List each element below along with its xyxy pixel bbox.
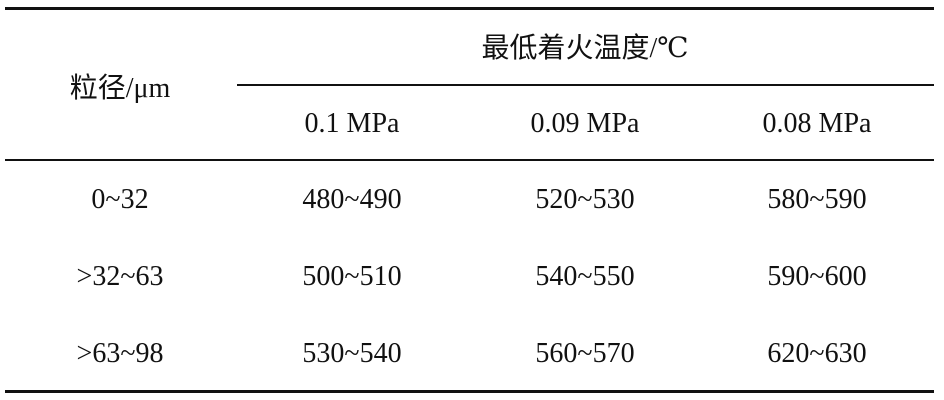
cell: 560~570 — [535, 338, 635, 369]
header-rule — [5, 159, 934, 161]
row-label-header: 粒径/μm — [69, 73, 171, 104]
cell: 520~530 — [535, 184, 635, 215]
cell: 590~600 — [767, 261, 867, 292]
cell: 480~490 — [302, 184, 402, 215]
cell: 500~510 — [302, 261, 402, 292]
column-header: 0.09 MPa — [530, 108, 640, 139]
row-label: >32~63 — [76, 261, 164, 292]
bottom-rule — [5, 390, 934, 393]
row-label: 0~32 — [91, 184, 149, 215]
cell: 540~550 — [535, 261, 635, 292]
group-rule — [237, 84, 934, 86]
cell: 530~540 — [302, 338, 402, 369]
cell: 580~590 — [767, 184, 867, 215]
row-label: >63~98 — [76, 338, 164, 369]
group-header: 最低着火温度/℃ — [481, 33, 689, 64]
cell: 620~630 — [767, 338, 867, 369]
column-header: 0.08 MPa — [762, 108, 872, 139]
top-rule — [5, 7, 934, 10]
column-header: 0.1 MPa — [304, 108, 400, 139]
